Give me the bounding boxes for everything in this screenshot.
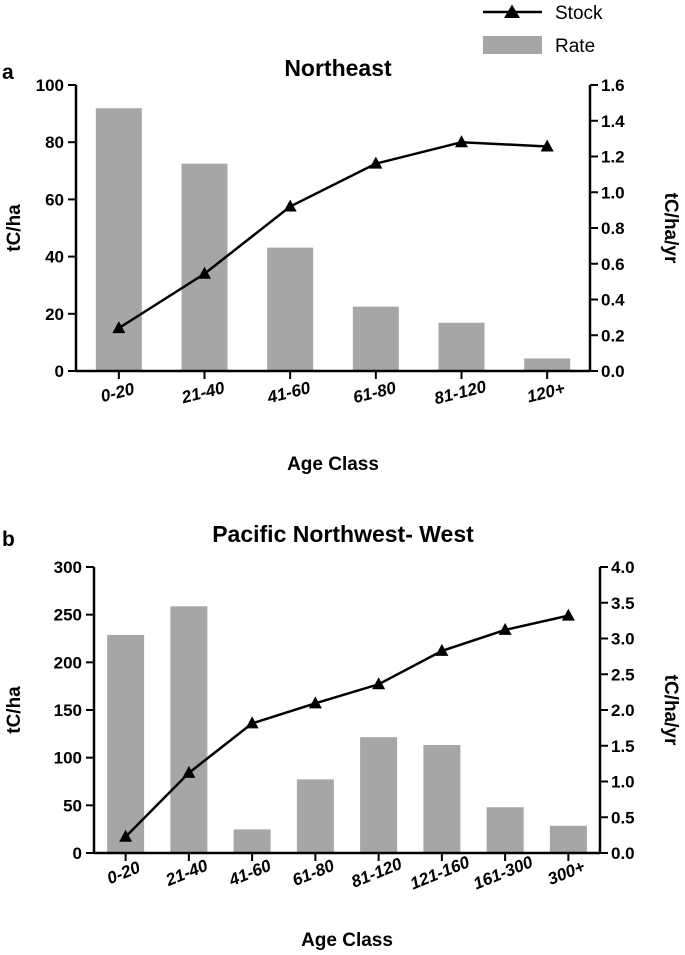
stock-line: [118, 140, 548, 330]
right-tick-label: 0.2: [601, 326, 625, 345]
x-tick-label: 161-300: [471, 852, 536, 893]
right-tick-label: 0.6: [601, 255, 625, 274]
stock-point: [369, 156, 383, 169]
left-tick-label: 60: [45, 190, 64, 209]
right-tick-label: 4.0: [611, 558, 635, 577]
x-tick-label: 0-20: [99, 379, 137, 406]
panel-b: b Pacific Northwest- West 0 50 100 150 200 250 3…: [2, 521, 681, 951]
rate-bar: [524, 358, 571, 371]
right-tick-label: 1.0: [601, 183, 625, 202]
left-tick-label: 40: [45, 248, 64, 267]
legend: Stock Rate: [483, 3, 603, 57]
left-tick-label: 100: [54, 749, 82, 768]
left-tick-label: 100: [36, 76, 64, 95]
rate-bar: [296, 779, 334, 853]
rate-bar: [267, 247, 314, 371]
right-tick-label: 1.2: [601, 148, 625, 167]
stock-point: [182, 765, 196, 778]
left-tick-label: 50: [63, 796, 82, 815]
left-tick-label: 80: [45, 133, 64, 152]
chart-title: Northeast: [284, 55, 392, 81]
x-tick-label: 300+: [545, 857, 588, 889]
rate-bar: [233, 829, 271, 853]
rate-bar: [352, 306, 399, 371]
stock-point: [540, 139, 554, 152]
rate-bar: [107, 634, 145, 853]
stock-point: [245, 716, 259, 729]
left-tick-label: 0: [73, 844, 82, 863]
x-tick-label: 61-80: [351, 378, 398, 407]
x-tick-label: 81-120: [432, 377, 488, 408]
right-tick-label: 0.8: [601, 219, 625, 238]
x-axis-title: Age Class: [301, 930, 393, 951]
left-tick-label: 250: [54, 606, 82, 625]
stock-point: [372, 677, 386, 690]
stock-point: [198, 266, 211, 279]
right-tick-label: 2.0: [611, 701, 635, 720]
left-tick-label: 20: [45, 305, 64, 324]
rate-bar: [549, 825, 587, 853]
x-tick-label: 0-20: [104, 858, 143, 889]
right-tick-label: 0.0: [601, 362, 625, 381]
stock-line: [124, 614, 569, 838]
stock-point: [119, 829, 133, 842]
rate-bar: [170, 606, 208, 853]
left-tick-label: 200: [54, 653, 82, 672]
stock-point: [308, 696, 322, 709]
right-tick-label: 0.5: [611, 808, 635, 827]
right-tick-label: 1.4: [601, 112, 625, 131]
stock-point: [435, 643, 449, 656]
right-tick-label: 0.0: [611, 844, 635, 863]
panel-a: a Northeast 0 20 40 60 80 100 0.0 0.2 0.4 0.6 0.8 1.0…: [2, 55, 681, 475]
y2-axis-title: tC/ha/yr: [660, 193, 681, 264]
x-tick-label: 41-60: [225, 856, 274, 890]
rate-bar: [423, 745, 461, 853]
x-axis-title: Age Class: [287, 454, 379, 475]
left-tick-label: 0: [55, 362, 64, 381]
legend-stock-label: Stock: [555, 3, 603, 24]
y-axis-title: tC/ha: [4, 204, 25, 252]
y2-axis-title: tC/ha/yr: [660, 675, 681, 746]
left-tick-label: 150: [54, 701, 82, 720]
x-tick-label: 81-120: [348, 854, 405, 892]
x-tick-label: 121-160: [407, 852, 472, 893]
right-tick-label: 3.0: [611, 630, 635, 649]
right-tick-label: 1.6: [601, 76, 625, 95]
right-tick-label: 3.5: [611, 594, 635, 613]
right-tick-label: 0.4: [601, 291, 625, 310]
x-tick-label: 61-80: [290, 856, 338, 890]
legend-rate-swatch: [483, 36, 542, 54]
panel-letter: a: [2, 61, 14, 84]
stock-point: [455, 135, 468, 148]
chart-title: Pacific Northwest- West: [212, 521, 474, 547]
x-tick-label: 21-40: [162, 856, 211, 890]
rate-bar: [438, 322, 485, 371]
stock-point: [112, 321, 126, 334]
legend-stock-marker: [504, 4, 520, 18]
rate-bar: [360, 737, 398, 853]
rate-bar: [486, 807, 524, 853]
x-tick-label: 41-60: [264, 378, 312, 407]
stock-point: [283, 199, 297, 212]
right-tick-label: 1.0: [611, 773, 635, 792]
legend-rate-label: Rate: [555, 36, 595, 57]
stock-point: [498, 622, 512, 635]
right-tick-label: 2.5: [611, 665, 635, 684]
right-tick-label: 1.5: [611, 737, 635, 756]
x-tick-label: 120+: [525, 379, 567, 407]
x-tick-label: 21-40: [179, 378, 227, 407]
left-tick-label: 300: [54, 558, 82, 577]
panel-letter: b: [2, 528, 15, 551]
stock-point: [561, 608, 575, 621]
y-axis-title: tC/ha: [4, 686, 25, 734]
